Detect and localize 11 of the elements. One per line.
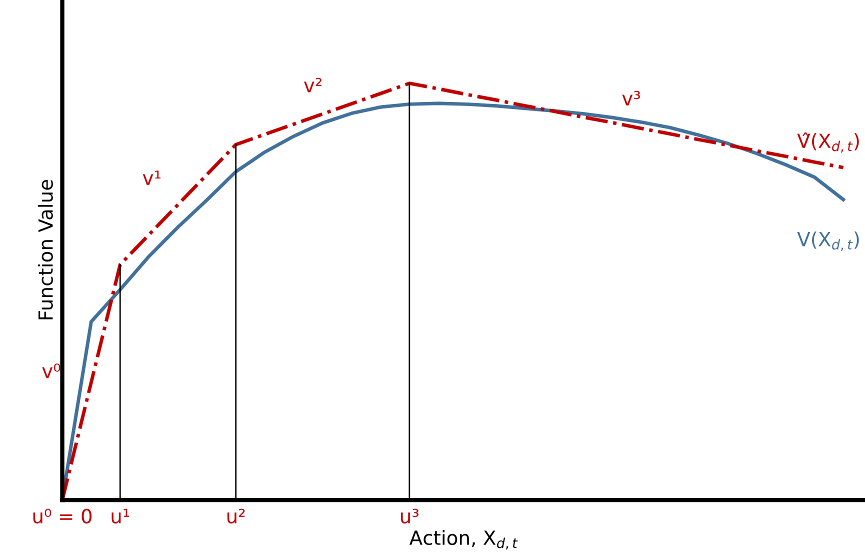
- y-axis-title: Function Value: [38, 180, 53, 320]
- x-axis-title: Action, X$_{d,t}$: [409, 530, 518, 550]
- series-label: V̂(X$_{d,t}$): [797, 132, 859, 153]
- annotation: v¹: [142, 170, 161, 185]
- x-tick-label: u⁰ = 0: [33, 508, 92, 524]
- annotation: v³: [622, 90, 640, 106]
- x-tick-label: u³: [401, 508, 418, 524]
- x-tick-label: u²: [227, 508, 245, 524]
- annotation: v²: [304, 78, 322, 92]
- x-tick-label: u¹: [112, 508, 130, 524]
- series-label: V(X$_{d,t}$): [797, 231, 859, 251]
